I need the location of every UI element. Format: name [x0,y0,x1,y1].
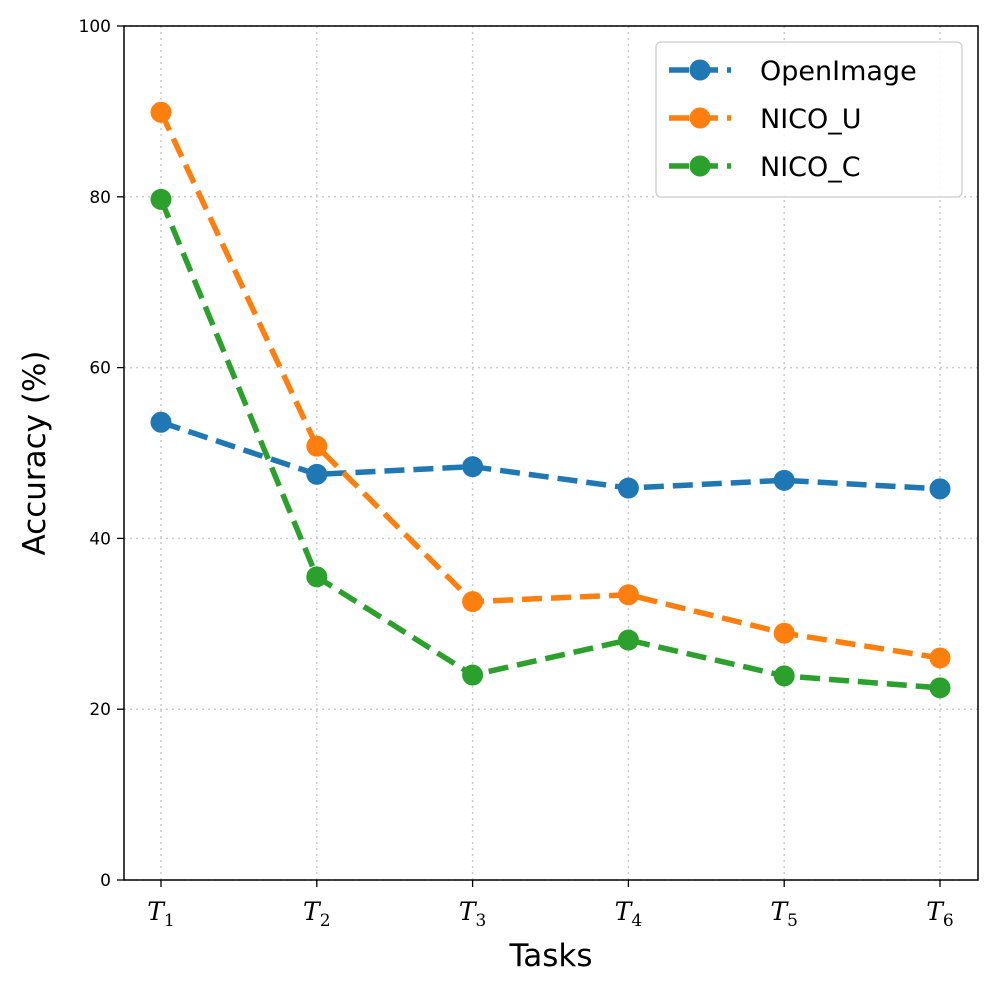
data-point-nico-u [462,591,484,613]
x-tick-label: T4 [615,897,643,931]
data-point-nico-c [150,188,172,210]
data-point-nico-u [306,435,328,457]
y-tick-label: 60 [89,359,111,379]
data-point-nico-u [929,647,951,669]
data-point-nico-c [773,665,795,687]
y-tick-label: 20 [89,700,111,720]
y-tick-label: 100 [79,17,111,37]
data-point-nico-u [150,101,172,123]
series-layer [150,101,951,699]
y-axis: 0 20 40 60 80 100 [79,17,124,891]
legend-item-openimage: OpenImage [669,56,917,87]
legend-marker [689,155,711,177]
y-tick-label: 0 [100,871,111,891]
x-tick-label: T6 [926,897,954,931]
legend-item-nico-u: NICO_U [669,104,862,135]
series-nico-c [150,188,951,699]
series-nico-u [150,101,951,669]
data-point-openimage [306,463,328,485]
data-point-nico-u [617,584,639,606]
x-tick-label: T3 [459,897,487,931]
x-tick-label: T2 [303,897,331,931]
data-point-openimage [929,478,951,500]
x-axis-title: Tasks [508,938,592,974]
y-tick-label: 80 [89,188,111,208]
y-axis-title: Accuracy (%) [17,350,53,555]
x-tick-label: T5 [770,897,798,931]
legend-item-nico-c: NICO_C [669,152,861,183]
data-point-nico-c [306,566,328,588]
x-tick-label: T1 [147,897,175,931]
plot-frame [123,25,979,881]
series-line-nico-c [158,198,941,691]
data-point-nico-c [929,677,951,699]
legend-label: NICO_U [760,104,862,135]
legend-box [655,41,963,198]
data-point-openimage [150,411,172,433]
data-point-nico-u [773,622,795,644]
data-point-nico-c [462,664,484,686]
data-point-nico-c [617,629,639,651]
data-point-openimage [617,477,639,499]
legend-label: OpenImage [760,56,917,87]
legend-marker [689,59,711,81]
data-point-openimage [462,456,484,478]
legend: OpenImage NICO_U NICO_C [655,41,963,198]
legend-marker [689,107,711,129]
y-tick-label: 40 [89,529,111,549]
data-point-openimage [773,469,795,491]
series-openimage [150,411,951,500]
series-line-nico-u [158,111,941,661]
x-axis: T1 T2 T3 T4 T5 T6 [147,880,954,931]
legend-label: NICO_C [760,152,861,183]
